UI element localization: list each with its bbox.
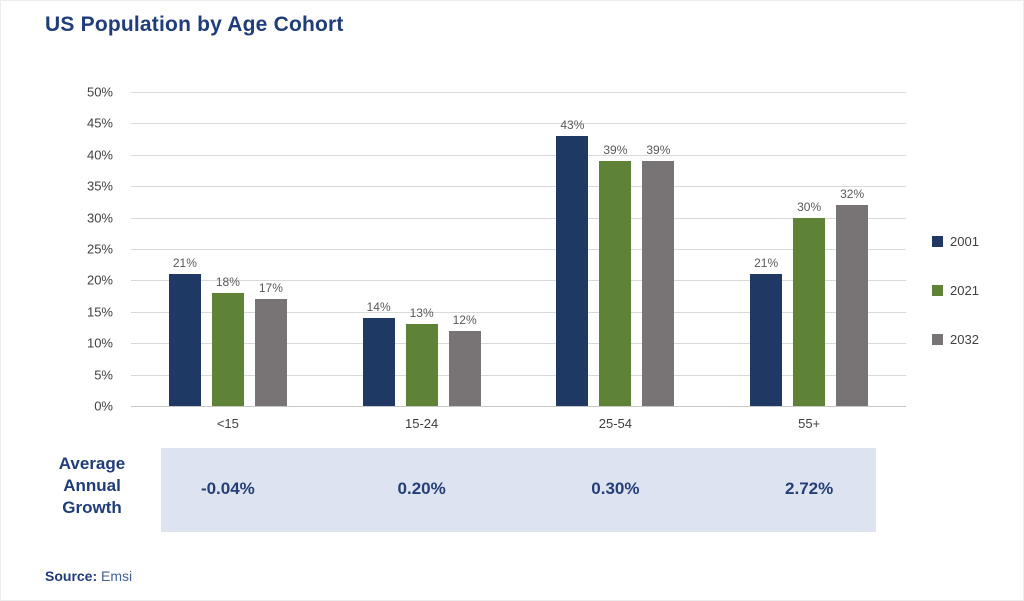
legend-swatch-icon <box>932 334 943 345</box>
gridline <box>131 249 906 250</box>
y-tick-label: 50% <box>86 84 113 100</box>
bar-value-label: 43% <box>560 117 585 132</box>
bar-value-label: 32% <box>840 187 865 202</box>
legend-swatch-icon <box>932 285 943 296</box>
bar-value-label: 30% <box>797 199 822 214</box>
y-tick-label: 45% <box>86 115 113 131</box>
y-tick-label: 15% <box>86 304 113 320</box>
bar-value-label: 13% <box>409 306 434 321</box>
growth-row-label: Average Annual Growth <box>31 453 153 519</box>
legend-item-2001: 2001 <box>932 234 979 249</box>
bar-2001-25-54 <box>556 135 589 406</box>
bar-2001-55+ <box>750 274 783 406</box>
gridline <box>131 186 906 188</box>
gridline <box>131 280 906 282</box>
bar-2032-15-24 <box>448 330 481 406</box>
bar-value-label: 17% <box>258 281 283 296</box>
gridline <box>131 374 906 376</box>
bar-2032-<15 <box>254 299 287 406</box>
legend-label: 2032 <box>950 332 979 347</box>
growth-row-label-line: Growth <box>62 498 122 518</box>
gridline <box>131 343 906 345</box>
legend-label: 2001 <box>950 234 979 249</box>
y-tick-label: 40% <box>86 147 113 163</box>
legend-swatch-icon <box>932 236 943 247</box>
gridline <box>131 92 906 93</box>
legend: 2001 2021 2032 <box>932 234 979 347</box>
growth-row-label-line: Average <box>58 454 126 473</box>
y-axis-ticks: 0% 5% 10% 15% 20% 25% 30% 35% 40% 45% 50% <box>41 85 121 414</box>
category-label-25-54: 25-54 <box>598 416 632 431</box>
gridline <box>131 406 906 407</box>
y-tick-label: 30% <box>86 210 113 226</box>
bar-2032-25-54 <box>642 161 675 406</box>
category-label-15-24: 15-24 <box>405 416 439 431</box>
bar-2021-15-24 <box>405 324 438 406</box>
source-label: Source: <box>45 568 98 584</box>
growth-value-25-54: 0.30% <box>591 479 640 498</box>
y-tick-label: 5% <box>94 367 113 383</box>
source-value-text: Emsi <box>101 568 133 584</box>
bar-value-label: 39% <box>603 143 628 158</box>
y-tick-label: 10% <box>86 335 113 351</box>
legend-item-2032: 2032 <box>932 332 979 347</box>
y-tick-label: 0% <box>94 398 113 414</box>
x-axis-category-labels: <15 15-24 25-54 55+ <box>131 416 906 436</box>
bar-2032-55+ <box>836 205 869 406</box>
legend-item-2021: 2021 <box>932 283 979 298</box>
bar-value-label: 39% <box>646 143 671 158</box>
growth-value-15-24: 0.20% <box>397 479 446 498</box>
gridline <box>131 311 906 313</box>
bar-2001-15-24 <box>362 318 395 406</box>
bar-2021-25-54 <box>599 161 632 406</box>
bar-2021-55+ <box>793 217 826 406</box>
gridline <box>131 123 906 125</box>
growth-value-55+: 2.72% <box>785 479 834 498</box>
bar-value-label: 12% <box>452 312 477 327</box>
y-tick-label: 25% <box>86 241 113 257</box>
y-tick-label: 20% <box>86 272 113 288</box>
growth-value-<15: -0.04% <box>200 479 255 498</box>
plot-area: 21% 18% 17% 14% 13% 12% 43% 39% 39% 21% 30% 32% <box>131 92 906 407</box>
gridline <box>131 217 906 219</box>
bar-value-label: 18% <box>215 274 240 289</box>
bar-value-label: 14% <box>366 300 391 315</box>
bar-value-label: 21% <box>754 256 779 271</box>
gridline <box>131 154 906 156</box>
category-label-55+: 55+ <box>798 416 821 431</box>
source-line: Source: Emsi <box>45 568 132 584</box>
legend-label: 2021 <box>950 283 979 298</box>
growth-row-label-line: Annual <box>63 476 121 496</box>
page-title: US Population by Age Cohort <box>45 13 344 36</box>
y-tick-label: 35% <box>86 178 113 194</box>
bar-value-label: 21% <box>172 256 197 271</box>
category-label-<15: <15 <box>216 416 239 431</box>
bar-2001-<15 <box>168 274 201 406</box>
growth-band <box>161 448 876 532</box>
bar-2021-<15 <box>211 292 244 406</box>
